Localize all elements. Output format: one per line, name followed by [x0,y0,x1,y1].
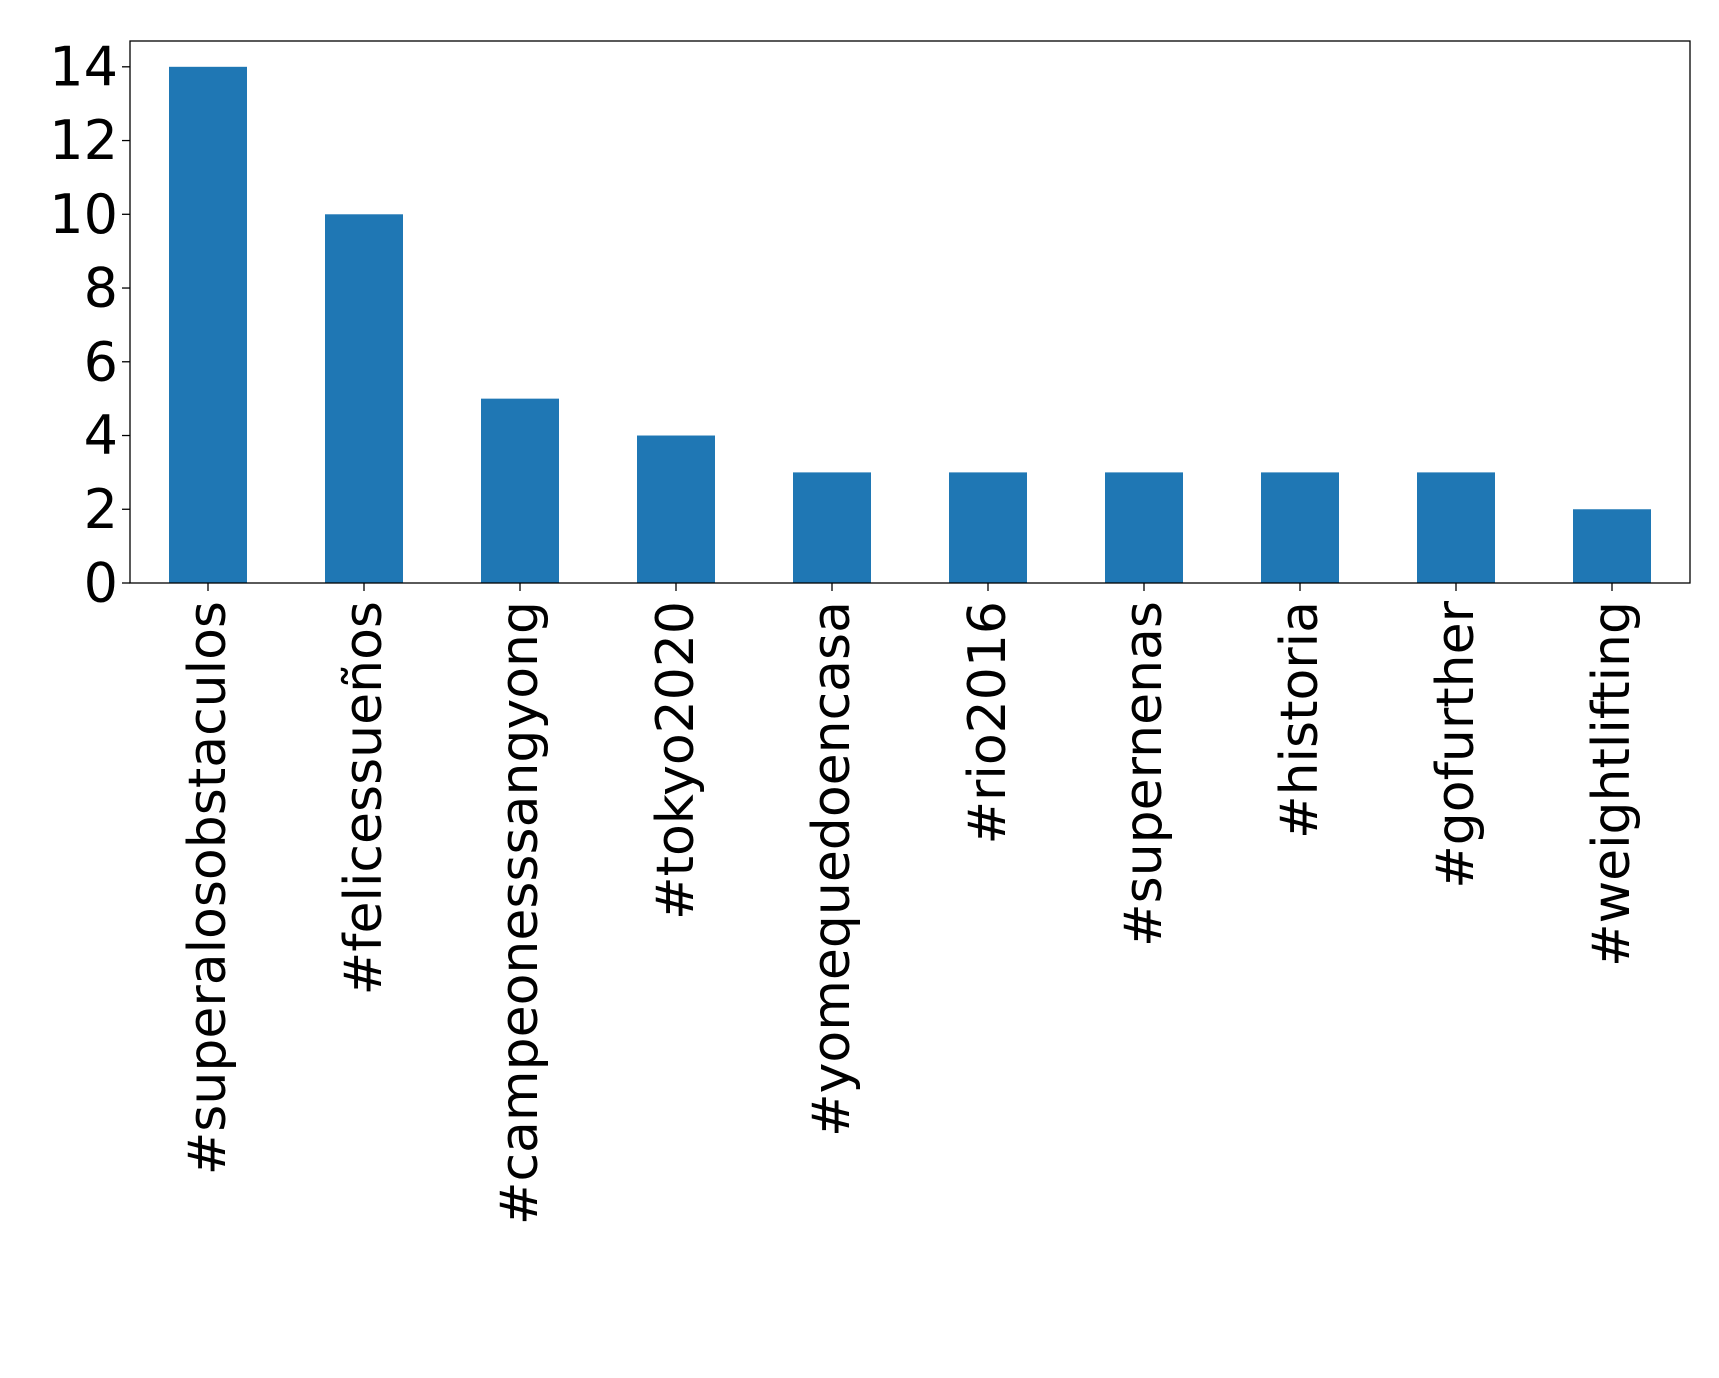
bar-4 [793,472,871,583]
y-tick-label-7: 14 [49,35,118,98]
bar-9 [1573,509,1651,583]
x-tick-label-1: #felicessueños [334,601,394,995]
y-tick-label-1: 2 [84,478,118,541]
y-tick-label-2: 4 [84,404,118,467]
y-tick-label-0: 0 [84,552,118,615]
x-tick-label-2: #campeonesssangyong [490,601,550,1225]
x-tick-label-6: #supernenas [1114,601,1174,947]
bar-3 [637,435,715,583]
y-tick-label-3: 6 [84,330,118,393]
x-tick-label-0: #superalosobstaculos [178,601,238,1175]
bar-0 [169,66,247,584]
plot-frame [129,40,1691,584]
x-tick-label-3: #tokyo2020 [646,601,706,920]
bars-group [169,66,1651,584]
x-tick-label-7: #historia [1270,601,1330,839]
bar-8 [1417,472,1495,583]
bar-6 [1105,472,1183,583]
y-tick-label-4: 8 [84,257,118,320]
x-tick-label-9: #weightlifting [1582,601,1642,967]
x-tick-label-5: #rio2016 [958,601,1018,845]
bar-1 [325,214,403,583]
bar-2 [481,398,559,583]
x-tick-label-8: #gofurther [1426,600,1486,888]
y-tick-label-5: 10 [49,183,118,246]
y-tick-label-6: 12 [49,109,118,172]
bar-5 [949,472,1027,583]
x-axis: #superalosobstaculos #felicessueños #campe… [178,583,1642,1225]
x-tick-label-4: #yomequedoencasa [802,601,862,1137]
y-axis: 0 2 4 6 8 10 12 14 [49,35,130,615]
bar-7 [1261,472,1339,583]
